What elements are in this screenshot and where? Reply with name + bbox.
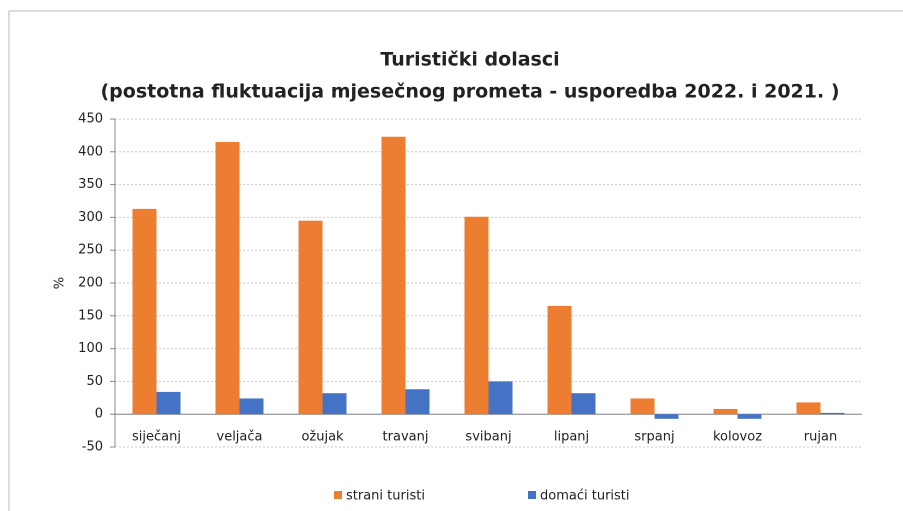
bar (322, 393, 347, 415)
bar (215, 141, 240, 415)
bar (381, 136, 406, 415)
legend-swatch (528, 491, 536, 499)
y-tick-label: 50 (86, 374, 103, 389)
x-tick-label: ožujak (301, 430, 344, 445)
bar (156, 391, 181, 415)
bar (737, 414, 762, 419)
bar (239, 398, 264, 415)
x-tick-label: rujan (804, 430, 837, 445)
bar (547, 305, 572, 415)
bar (713, 408, 738, 415)
y-tick-label: 450 (78, 112, 103, 127)
y-axis-label: % (53, 277, 68, 289)
legend-swatch (334, 491, 342, 499)
legend-label: domaći turisti (540, 489, 630, 504)
bar (654, 414, 679, 419)
x-tick-label: svibanj (465, 430, 511, 445)
bar (796, 402, 821, 415)
x-tick-label: veljača (217, 430, 263, 445)
bar (571, 393, 596, 415)
y-tick-label: 350 (78, 177, 103, 192)
y-tick-label: 200 (78, 276, 103, 291)
bar (464, 216, 489, 415)
chart-title: Turistički dolasci (380, 49, 559, 71)
x-tick-label: travanj (383, 430, 429, 445)
x-tick-label: lipanj (554, 430, 589, 445)
bar (298, 220, 323, 415)
y-tick-label: 250 (78, 243, 103, 258)
bar (488, 381, 513, 415)
bar (820, 412, 845, 415)
bar (132, 208, 157, 415)
x-tick-label: kolovoz (713, 430, 762, 445)
x-tick-label: siječanj (132, 430, 181, 445)
x-tick-label: srpanj (634, 430, 674, 445)
bar (630, 398, 655, 415)
y-tick-label: 0 (95, 407, 103, 422)
legend-label: strani turisti (346, 489, 425, 504)
y-tick-label: 100 (78, 341, 103, 356)
chart-subtitle: (postotna fluktuacija mjesečnog prometa … (100, 81, 839, 103)
y-tick-label: 150 (78, 308, 103, 323)
y-tick-label: -50 (82, 440, 103, 455)
bar (405, 389, 430, 415)
y-tick-label: 300 (78, 210, 103, 225)
y-tick-label: 400 (78, 144, 103, 159)
